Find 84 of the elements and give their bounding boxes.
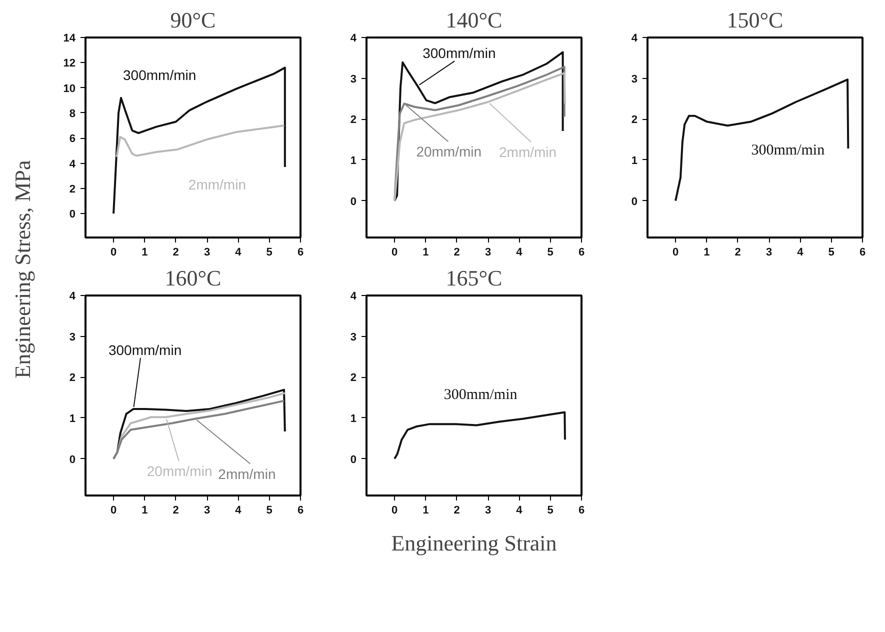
- y-tick-label: 4: [69, 290, 76, 302]
- x-tick-label: 0: [391, 504, 398, 516]
- x-tick-label: 2: [734, 246, 741, 258]
- x-tick-label: 5: [266, 504, 272, 516]
- series-label: 20mm/min: [416, 144, 482, 160]
- y-tick-label: 12: [63, 58, 76, 70]
- x-tick-label: 5: [266, 246, 272, 258]
- line-series: [674, 78, 850, 202]
- x-tick-label: 0: [110, 246, 117, 258]
- series-label: 300mm/min: [422, 45, 496, 62]
- chart-title: 150°C: [726, 8, 784, 32]
- text: 20mm/min: [146, 463, 212, 480]
- y-tick-label: 4: [69, 158, 76, 170]
- x-tick-label: 6: [859, 246, 866, 258]
- y-tick-label: 3: [350, 73, 357, 86]
- x-tick-label: 1: [422, 504, 429, 516]
- text: 2mm/min: [188, 176, 246, 192]
- x-tick-label: 5: [547, 504, 554, 516]
- y-tick-label: 3: [69, 331, 76, 344]
- x-tick-label: 4: [235, 246, 242, 258]
- x-tick-label: 4: [797, 246, 804, 258]
- line-series: [394, 411, 566, 460]
- y-tick-label: 2: [350, 114, 357, 126]
- x-tick-label: 3: [204, 504, 210, 516]
- y-tick-label: 10: [63, 82, 76, 95]
- text: 2mm/min: [499, 144, 557, 160]
- y-tick-label: 3: [631, 73, 638, 86]
- chart-title: 90°C: [170, 8, 216, 32]
- x-tick-label: 0: [391, 246, 398, 258]
- x-tick-label: 1: [704, 246, 710, 258]
- x-tick-label: 5: [547, 246, 554, 258]
- y-tick-label: 6: [69, 133, 76, 146]
- y-tick-label: 1: [350, 154, 357, 167]
- x-tick-label: 2: [454, 246, 460, 258]
- x-tick-label: 3: [484, 504, 492, 516]
- x-tick-label: 4: [516, 504, 524, 516]
- chart-title: 140°C: [446, 8, 502, 32]
- y-tick-label: 4: [631, 32, 638, 44]
- x-tick-label: 0: [110, 504, 117, 516]
- line-series: [112, 66, 286, 215]
- text: 2mm/min: [218, 466, 276, 482]
- y-tick-label: 0: [350, 196, 357, 208]
- x-tick-label: 6: [578, 246, 585, 258]
- x-tick-label: 3: [766, 246, 772, 258]
- x-tick-label: 1: [142, 246, 148, 258]
- y-tick-label: 4: [350, 32, 358, 44]
- y-tick-label: 14: [63, 32, 76, 44]
- x-tick-label: 0: [672, 246, 679, 258]
- y-tick-label: 4: [350, 290, 358, 302]
- chart-title: 160°C: [164, 266, 222, 290]
- y-tick-label: 1: [350, 412, 357, 425]
- x-tick-label: 6: [297, 246, 304, 258]
- line-series: [116, 124, 286, 158]
- y-axis-title: Engineering Stress, MPa: [10, 160, 35, 378]
- x-tick-label: 1: [422, 246, 429, 258]
- x-tick-label: 2: [172, 504, 179, 516]
- y-tick-label: 2: [350, 372, 357, 384]
- x-axis-title: Engineering Strain: [391, 530, 557, 556]
- y-tick-label: 2: [631, 114, 638, 126]
- y-tick-label: 0: [350, 454, 357, 466]
- x-tick-label: 2: [172, 246, 179, 258]
- x-tick-label: 3: [484, 246, 492, 258]
- text: 300mm/min: [108, 342, 182, 358]
- x-tick-label: 3: [204, 246, 210, 258]
- y-tick-label: 3: [350, 331, 357, 344]
- y-tick-label: 1: [69, 412, 76, 425]
- y-tick-label: 2: [69, 183, 76, 196]
- series-label: 300mm/min: [751, 142, 826, 159]
- y-tick-label: 1: [631, 154, 638, 167]
- x-tick-label: 6: [578, 504, 585, 516]
- y-tick-label: 2: [69, 372, 76, 384]
- x-tick-label: 1: [142, 504, 148, 516]
- x-tick-label: 2: [454, 504, 460, 516]
- y-tick-label: 8: [69, 108, 76, 120]
- chart-title: 165°C: [446, 266, 502, 290]
- y-tick-label: 0: [69, 208, 76, 221]
- series-label: 300mm/min: [123, 66, 196, 83]
- series-label: 300mm/min: [444, 387, 518, 404]
- x-tick-label: 5: [828, 246, 834, 258]
- x-tick-label: 4: [516, 246, 524, 258]
- y-tick-label: 0: [631, 196, 638, 208]
- x-tick-label: 6: [297, 504, 304, 516]
- x-tick-label: 4: [235, 504, 242, 516]
- y-tick-label: 0: [69, 454, 76, 466]
